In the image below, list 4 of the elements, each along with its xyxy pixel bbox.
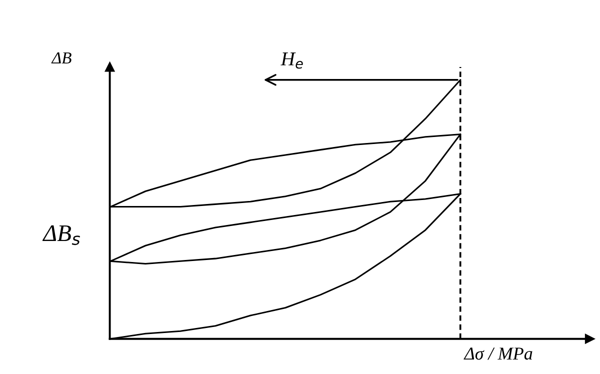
y-axis-title: ΔB	[51, 52, 72, 64]
text: H$_{e}$	[280, 52, 303, 69]
text: ΔB$_{s}$	[42, 225, 80, 246]
x-axis-title: Δσ / MPa	[464, 348, 532, 360]
